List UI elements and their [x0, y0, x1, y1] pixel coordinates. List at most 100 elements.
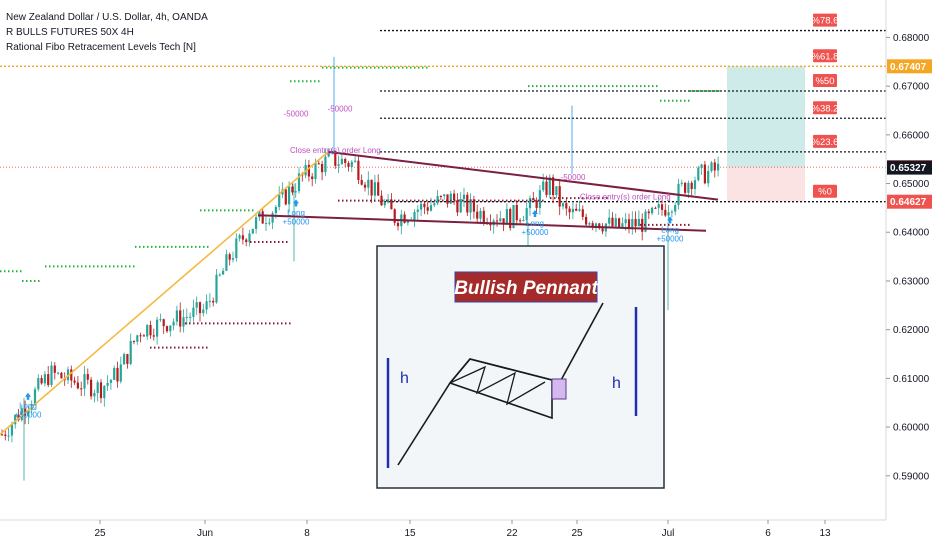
inset-title: Bullish Pennant: [454, 278, 598, 299]
candle-body: [10, 424, 13, 436]
candle-body: [218, 274, 221, 276]
fibo-label-bg: [813, 49, 837, 63]
candle-body: [116, 367, 119, 382]
candle-body: [664, 209, 667, 216]
price-label-bg: [887, 59, 932, 74]
candle-body: [611, 217, 614, 227]
candle-body: [423, 203, 426, 208]
candle-body: [575, 208, 578, 211]
long-arrow-icon: [667, 216, 673, 224]
candle-body: [532, 198, 535, 201]
candle-body: [0, 434, 4, 436]
pennant-inset: Bullish Pennant h h: [376, 245, 665, 489]
candle-body: [350, 161, 353, 167]
candle-body: [241, 235, 244, 240]
candle-body: [86, 374, 89, 380]
candle-body: [7, 435, 10, 437]
candle-body: [545, 181, 548, 195]
candle-body: [284, 189, 287, 205]
time-axis[interactable]: 25 Jun 8 15 22 25 Jul 6 13: [0, 519, 886, 539]
candle-body: [215, 274, 218, 303]
fibo-label: %0: [818, 187, 832, 198]
candle-body: [413, 211, 416, 220]
long-signal-label: Long: [287, 208, 305, 217]
candle-body: [37, 378, 40, 390]
candle-body: [294, 191, 297, 193]
candle-body: [393, 209, 396, 223]
candle-body: [344, 158, 347, 163]
long-arrow-icon: [293, 199, 299, 207]
candle-body: [426, 207, 429, 211]
candle-body: [248, 233, 251, 243]
candle-body: [123, 354, 126, 365]
candle-body: [103, 385, 106, 399]
uptrend-line: [0, 151, 329, 435]
candle-body: [396, 222, 400, 227]
candle-body: [571, 208, 574, 213]
candle-body: [588, 223, 591, 225]
time-tick-label: Jul: [662, 528, 675, 539]
candle-body: [462, 194, 466, 199]
candle-body: [139, 335, 142, 337]
indicator-label-1: R BULLS FUTURES 50X 4H: [6, 27, 134, 38]
candle-body: [519, 220, 522, 222]
candle-body: [406, 220, 409, 223]
candle-body: [354, 160, 357, 162]
candle-body: [50, 365, 53, 386]
price-axis[interactable]: 0.59000 0.60000 0.61000 0.62000 0.63000 0.640…: [885, 0, 932, 520]
price-tick-label: 0.65000: [893, 179, 930, 190]
candle-body: [439, 196, 442, 198]
candle-body: [99, 382, 103, 399]
candle-body: [377, 182, 380, 196]
candle-body: [446, 194, 449, 204]
candle-body: [119, 364, 122, 382]
candle-body: [109, 379, 112, 383]
inset-height-label-left: h: [400, 370, 409, 387]
candle-body: [317, 163, 320, 165]
candle-body: [522, 220, 525, 222]
candle-body: [169, 325, 172, 332]
candle-body: [93, 392, 96, 397]
candle-body: [195, 302, 198, 308]
candle-body: [495, 220, 499, 222]
candle-body: [162, 319, 165, 327]
fibo-label-bg: [813, 134, 837, 148]
candle-body: [367, 179, 370, 188]
candle-body: [373, 182, 376, 196]
candle-body: [156, 319, 159, 337]
candle-body: [713, 162, 716, 171]
candle-body: [525, 208, 528, 221]
candle-body: [710, 162, 713, 172]
candle-body: [307, 164, 310, 177]
candle-body: [357, 160, 360, 180]
trendlines: [0, 150, 719, 435]
candle-body: [304, 164, 307, 176]
candle-body: [670, 211, 673, 213]
candle-body: [47, 374, 50, 386]
candle-body: [581, 209, 584, 217]
price-tick-label: 0.64000: [893, 228, 930, 239]
candle-body: [621, 223, 624, 228]
candle-body: [70, 369, 73, 381]
price-tick-label: 0.61000: [893, 374, 930, 385]
candle-body: [436, 196, 439, 204]
indicator-label-2: Rational Fibo Retracement Levels Tech [N…: [6, 42, 196, 53]
candle-body: [33, 389, 37, 405]
candle-body: [27, 409, 30, 416]
candle-body: [165, 326, 169, 332]
candle-body: [231, 258, 235, 260]
candle-body: [594, 223, 598, 226]
inset-pennant-zigzag: [449, 365, 546, 406]
price-tick-label: 0.60000: [893, 423, 930, 434]
target-zone: [727, 66, 805, 168]
price-tick-label: 0.63000: [893, 276, 930, 287]
candle-body: [667, 212, 670, 216]
fibo-label: %50: [815, 76, 834, 87]
long-signal-label: Long: [19, 402, 37, 411]
price-tick-label: 0.62000: [893, 325, 930, 336]
long-arrow-icon: [532, 210, 538, 218]
symbol-title: New Zealand Dollar / U.S. Dollar, 4h, OA…: [6, 12, 208, 23]
exit-signal-label: -50000: [561, 173, 586, 182]
